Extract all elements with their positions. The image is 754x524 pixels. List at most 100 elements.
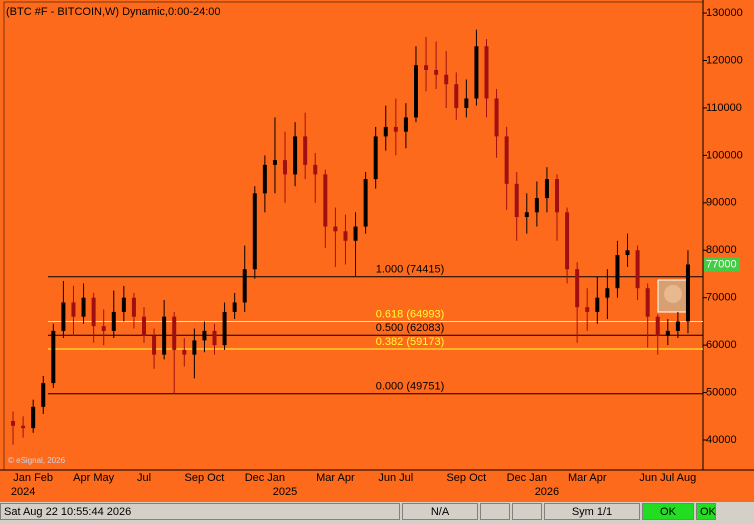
candle-body (11, 421, 16, 426)
candle-body (494, 98, 499, 137)
fib-label: 0.382 (59173) (376, 336, 445, 348)
candle-body (323, 174, 328, 227)
candle-body (91, 297, 96, 327)
candle-body (645, 288, 650, 317)
x-tick-label: Mar Apr (316, 472, 355, 484)
candle-body (635, 250, 640, 289)
y-tick-label: 90000 (706, 197, 737, 209)
y-tick-label: 110000 (706, 102, 742, 114)
candle-body (655, 316, 660, 336)
candle-body (595, 297, 600, 312)
candle-body (293, 136, 298, 175)
y-tick-label: 130000 (706, 7, 743, 19)
candle-body (685, 264, 690, 322)
candle-body (252, 193, 257, 270)
candle-body (81, 297, 86, 317)
last-price-box (704, 257, 740, 272)
candle-body (665, 330, 670, 336)
candle-body (625, 250, 630, 256)
status-ok: OK (642, 503, 694, 520)
candle-body (41, 383, 46, 407)
y-tick-label: 50000 (706, 386, 737, 398)
candle-body (222, 311, 227, 346)
y-tick-label: 100000 (706, 149, 743, 161)
x-tick-label: Apr May (73, 472, 114, 484)
x-tick-label: Dec Jan (245, 472, 285, 484)
candle-body (565, 212, 570, 270)
avatar (657, 279, 689, 313)
candle-body (585, 307, 590, 312)
candle-body (454, 84, 459, 108)
candle-body (71, 302, 76, 317)
candle-body (464, 98, 469, 108)
candle-body (434, 69, 439, 75)
watermark: © eSignal, 2026 (8, 456, 66, 465)
candle-body (474, 46, 479, 99)
candle-body (121, 297, 126, 312)
candle-body (333, 226, 338, 232)
status-symbol: Sym 1/1 (544, 503, 640, 520)
y-tick-label: 70000 (706, 292, 737, 304)
candle-body (212, 330, 217, 346)
x-tick-label: Jul (137, 472, 151, 484)
candle-body (303, 136, 308, 165)
candle-body (242, 269, 247, 303)
candle-body (51, 330, 56, 384)
chart-title: (BTC #F - BITCOIN,W) Dynamic,0:00-24:00 (6, 6, 221, 18)
status-blank (480, 503, 510, 520)
fib-label: 0.000 (49751) (376, 381, 445, 393)
status-blank (512, 503, 542, 520)
y-tick-label: 120000 (706, 54, 743, 66)
x-year-label: 2025 (273, 486, 297, 498)
candle-body (373, 136, 378, 180)
y-tick-label: 60000 (706, 339, 737, 351)
fib-label: 0.500 (62083) (376, 322, 445, 334)
candle-body (111, 311, 116, 331)
candle-body (514, 183, 519, 218)
candle-body (152, 335, 157, 355)
candle-body (182, 349, 187, 355)
candle-body (605, 288, 610, 298)
candle-body (403, 117, 408, 132)
candle-body (313, 164, 318, 175)
candle-body (555, 179, 560, 213)
fib-label: 0.618 (64993) (376, 308, 445, 320)
last-price-label: 77000 (706, 258, 737, 270)
candle-body (172, 316, 177, 350)
x-tick-label: Jun Jul (378, 472, 413, 484)
candle-body (393, 126, 398, 132)
x-year-label: 2024 (11, 486, 35, 498)
chart: (BTC #F - BITCOIN,W) Dynamic,0:00-24:00 … (0, 0, 754, 502)
x-tick-label: Sep Oct (446, 472, 486, 484)
candle-body (544, 179, 549, 199)
plot-frame (3, 1, 704, 471)
y-tick-label: 80000 (706, 244, 737, 256)
x-tick-label: Jan Feb (13, 472, 53, 484)
candle-body (131, 297, 136, 317)
candle-body (675, 321, 680, 331)
candle-body (524, 212, 529, 218)
candle-body (343, 231, 348, 241)
candle-body (192, 340, 197, 355)
candle-body (363, 179, 368, 227)
x-tick-label: Dec Jan (507, 472, 547, 484)
status-feed: N/A (402, 503, 478, 520)
candle-body (262, 164, 267, 194)
candle-body (615, 255, 620, 289)
candle-body (383, 126, 388, 137)
candle-body (283, 160, 288, 175)
candle-body (162, 316, 167, 355)
x-tick-label: Jun Jul Aug (639, 472, 696, 484)
candle-body (202, 330, 207, 341)
candle-body (534, 198, 539, 213)
candle-body (101, 326, 106, 331)
candle-body (31, 406, 36, 429)
candle-body (424, 65, 429, 70)
status-datetime: Sat Aug 22 10:55:44 2026 (0, 503, 400, 520)
candle-body (575, 269, 580, 308)
x-tick-label: Mar Apr (568, 472, 607, 484)
candle-body (504, 136, 509, 184)
x-year-label: 2026 (535, 486, 559, 498)
fib-label: 1.000 (74415) (376, 264, 445, 276)
